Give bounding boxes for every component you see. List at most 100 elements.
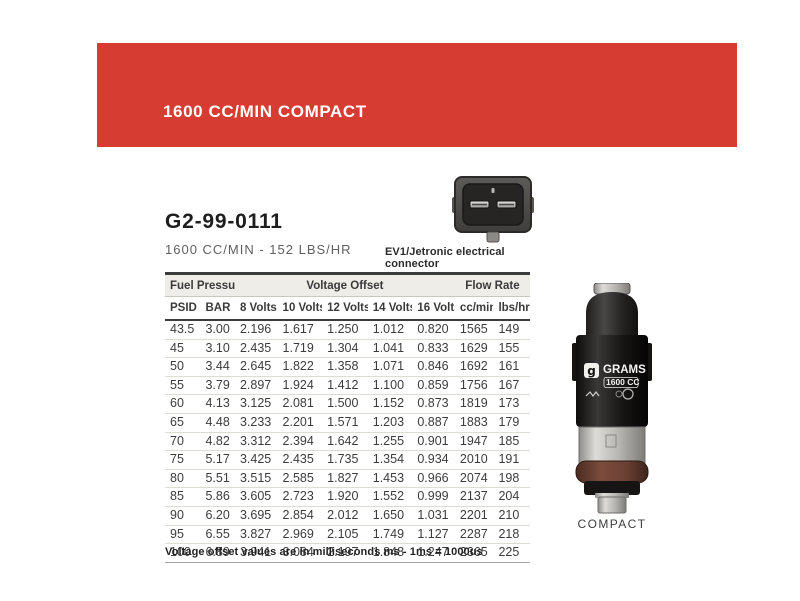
injector-illustration: g GRAMS 1600 CC bbox=[572, 282, 652, 514]
table-cell: 2.196 bbox=[234, 320, 278, 340]
table-cell: 3.425 bbox=[234, 450, 278, 470]
table-cell: 5.51 bbox=[200, 469, 235, 489]
table-cell: 6.55 bbox=[200, 525, 235, 545]
table-cell: 3.941 bbox=[239, 545, 272, 560]
table-cell: 1.354 bbox=[367, 450, 413, 470]
table-cell: 1.247 bbox=[417, 545, 449, 560]
table-cell: 1.920 bbox=[322, 487, 368, 507]
table-cell: 1.827 bbox=[322, 469, 368, 489]
column-header-10v: 10 Volts bbox=[277, 296, 323, 321]
table-cell: 1565 bbox=[454, 320, 494, 340]
column-header-16v: 16 Volts bbox=[412, 296, 455, 321]
part-subtitle: 1600 CC/MIN - 152 LBS/HR bbox=[165, 242, 352, 257]
table-cell: 80 bbox=[165, 469, 201, 489]
table-cell: 2137 bbox=[454, 487, 494, 507]
table-cell: 1.412 bbox=[322, 376, 368, 396]
table-cell: 2.201 bbox=[277, 413, 323, 433]
table-cell: 1.848 bbox=[372, 545, 405, 560]
column-header-ccmin: cc/min bbox=[454, 296, 494, 321]
table-cell: 85 bbox=[165, 487, 201, 507]
table-cell: 2.969 bbox=[277, 525, 323, 545]
table-cell: 1756 bbox=[454, 376, 494, 396]
table-cell: 3.827 bbox=[234, 525, 278, 545]
table-cell: 75 bbox=[165, 450, 201, 470]
table-cell: 2.197 bbox=[327, 545, 359, 560]
table-cell: 3.695 bbox=[234, 506, 278, 526]
table-cell: 3.312 bbox=[234, 432, 278, 452]
table-cell: 167 bbox=[493, 376, 530, 396]
table-cell: 1.012 bbox=[367, 320, 413, 340]
column-header-bar: BAR bbox=[200, 296, 235, 321]
table-row: 55 3.79 2.897 1.924 1.412 1.100 0.859 1756 167 bbox=[165, 376, 530, 396]
table-cell: 1.255 bbox=[367, 432, 413, 452]
table-cell: 1.041 bbox=[367, 339, 413, 359]
injector-brand-text: GRAMS bbox=[603, 364, 646, 376]
table-cell: 100 bbox=[170, 545, 191, 560]
table-cell: 90 bbox=[165, 506, 201, 526]
table-cell: 179 bbox=[493, 413, 530, 433]
table-body: 43.5 3.00 2.196 1.617 1.250 1.012 0.820 1565 149… bbox=[165, 320, 530, 562]
table-cell: 5.86 bbox=[200, 487, 235, 507]
table-cell: 155 bbox=[493, 339, 530, 359]
group-header-voltage-offset: Voltage Offset bbox=[234, 273, 455, 297]
table-cell: 0.934 bbox=[412, 450, 455, 470]
table-cell: 3.125 bbox=[234, 394, 278, 414]
part-number: G2-99-0111 bbox=[165, 210, 283, 233]
table-cell: 4.13 bbox=[200, 394, 235, 414]
table-cell: 3.79 bbox=[200, 376, 235, 396]
table-cell: 45 bbox=[165, 339, 201, 359]
table-cell: 1.453 bbox=[367, 469, 413, 489]
table-cell: 1883 bbox=[454, 413, 494, 433]
table-cell: 3.084 bbox=[282, 545, 314, 560]
page-title: 1600 CC/MIN COMPACT bbox=[163, 102, 367, 121]
column-header-14v: 14 Volts bbox=[367, 296, 413, 321]
table-cell: 65 bbox=[165, 413, 201, 433]
table-cell: 95 bbox=[165, 525, 201, 545]
table-cell: 2.645 bbox=[234, 357, 278, 377]
table-cell: 1.358 bbox=[322, 357, 368, 377]
table-cell: 1.924 bbox=[277, 376, 323, 396]
table-cell: 0.901 bbox=[412, 432, 455, 452]
table-cell: 70 bbox=[165, 432, 201, 452]
table-cell: 0.887 bbox=[412, 413, 455, 433]
table-cell: 2.435 bbox=[277, 450, 323, 470]
table-cell: 3.233 bbox=[234, 413, 278, 433]
injector-image: g GRAMS 1600 CC bbox=[572, 282, 652, 515]
table-cell: 210 bbox=[493, 506, 530, 526]
table-cell: 1.304 bbox=[322, 339, 368, 359]
table-cell: 2.394 bbox=[277, 432, 323, 452]
table-cell: 1692 bbox=[454, 357, 494, 377]
table-cell: 2.585 bbox=[277, 469, 323, 489]
brand-logo-glyph: g bbox=[587, 364, 596, 378]
table-cell: 2.854 bbox=[277, 506, 323, 526]
table-cell: 1.617 bbox=[277, 320, 323, 340]
table-cell: 225 bbox=[498, 545, 520, 560]
table-cell: 3.10 bbox=[200, 339, 235, 359]
table-cell: 2.105 bbox=[322, 525, 368, 545]
table-cell: 204 bbox=[493, 487, 530, 507]
table-row: 100 6.89 3.941 3.084 2.197 1.848 1.247 2365 225 bbox=[165, 544, 530, 563]
table-cell: 50 bbox=[165, 357, 201, 377]
group-header-flow-rate: Flow Rate bbox=[454, 273, 530, 297]
table-cell: 2.897 bbox=[234, 376, 278, 396]
table-cell: 1.031 bbox=[412, 506, 455, 526]
table-cell: 0.833 bbox=[412, 339, 455, 359]
table-cell: 2.012 bbox=[322, 506, 368, 526]
table-cell: 2.435 bbox=[234, 339, 278, 359]
table-row: 90 6.20 3.695 2.854 2.012 1.650 1.031 2201 210 bbox=[165, 506, 530, 526]
table-cell: 2074 bbox=[454, 469, 494, 489]
table-cell: 1819 bbox=[454, 394, 494, 414]
table-cell: 0.966 bbox=[412, 469, 455, 489]
table-cell: 1.152 bbox=[367, 394, 413, 414]
table-cell: 2.723 bbox=[277, 487, 323, 507]
flow-data-table: Fuel Pressure Voltage Offset Flow Rate P… bbox=[165, 272, 530, 563]
table-cell: 6.20 bbox=[200, 506, 235, 526]
table-cell: 2010 bbox=[454, 450, 494, 470]
table-cell: 0.846 bbox=[412, 357, 455, 377]
table-cell: 173 bbox=[493, 394, 530, 414]
table-cell: 3.44 bbox=[200, 357, 235, 377]
table-cell: 1.719 bbox=[277, 339, 323, 359]
table-cell: 3.00 bbox=[200, 320, 235, 340]
table-cell: 149 bbox=[493, 320, 530, 340]
table-row: 60 4.13 3.125 2.081 1.500 1.152 0.873 1819 173 bbox=[165, 394, 530, 414]
